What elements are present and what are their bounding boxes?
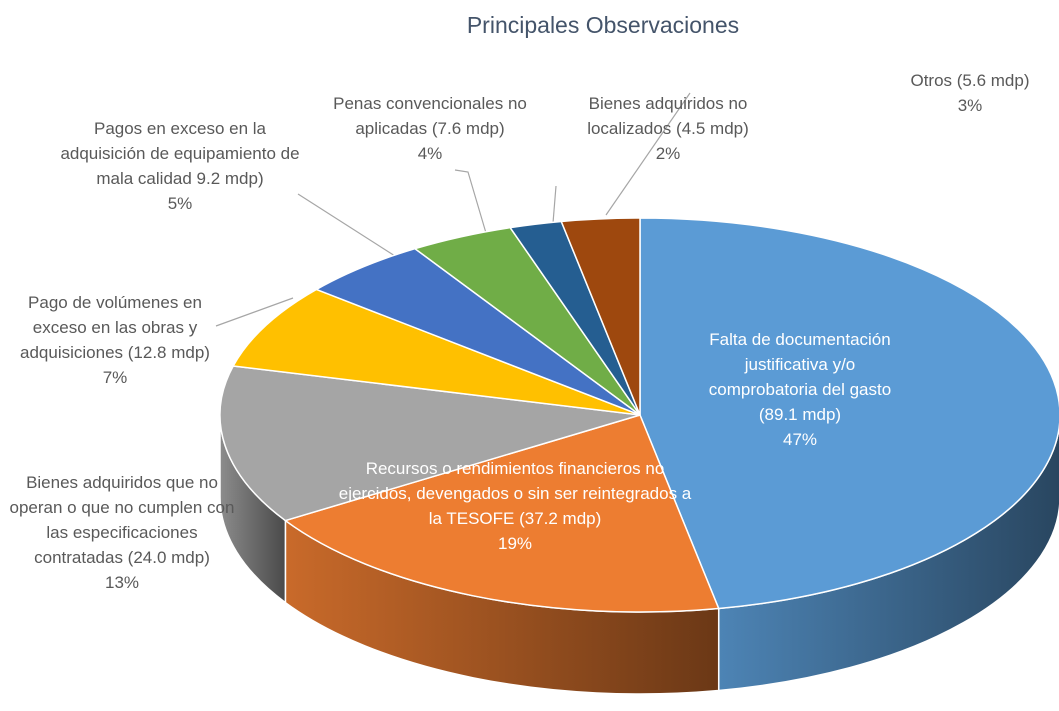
slice-value: 19% [497, 534, 533, 553]
slice-value: 47% [782, 430, 818, 449]
slice-name: Pagos en exceso en la adquisición de equ… [60, 119, 300, 188]
pie-slice [283, 414, 720, 613]
data-label: Otros (5.6 mdp) 3% [870, 68, 1059, 118]
slice-name: Recursos o rendimientos financieros no e… [338, 459, 692, 528]
data-label: Pago de volúmenes en exceso en las obras… [10, 290, 220, 390]
pie-slice [232, 288, 641, 416]
leader-line [454, 169, 487, 234]
data-label: Penas convencionales no aplicadas (7.6 m… [315, 91, 545, 166]
tops [219, 217, 1059, 613]
data-label: Bienes adquiridos no localizados (4.5 md… [558, 91, 778, 166]
slice-name: Bienes adquiridos que no operan o que no… [9, 473, 235, 567]
chart-title: Principales Observaciones [466, 12, 740, 38]
slice-value: 4% [417, 144, 443, 163]
slice-value: 13% [104, 573, 140, 592]
slice-value: 3% [957, 96, 983, 115]
slice-value: 7% [102, 368, 128, 387]
slice-name: Falta de documentación justificativa y/o… [708, 330, 892, 424]
data-label: Falta de documentación justificativa y/o… [700, 327, 900, 452]
slice-name: Penas convencionales no aplicadas (7.6 m… [333, 94, 527, 138]
leader-line [605, 92, 691, 216]
slice-name: Otros (5.6 mdp) [910, 71, 1030, 90]
leader-line [297, 193, 396, 257]
slice-name: Pago de volúmenes en exceso en las obras… [20, 293, 210, 362]
data-label: Pagos en exceso en la adquisición de equ… [58, 116, 303, 216]
slice-value: 5% [167, 194, 193, 213]
data-label: Recursos o rendimientos financieros no e… [335, 456, 695, 556]
pie-slice [560, 217, 641, 416]
leader-line [552, 185, 557, 224]
slice-value: 2% [655, 144, 681, 163]
slice-name: Bienes adquiridos no localizados (4.5 md… [587, 94, 749, 138]
data-label: Bienes adquiridos que no operan o que no… [2, 470, 242, 595]
pie-slice [219, 365, 641, 522]
leader-line [215, 297, 294, 327]
pie-slice [639, 217, 1059, 610]
